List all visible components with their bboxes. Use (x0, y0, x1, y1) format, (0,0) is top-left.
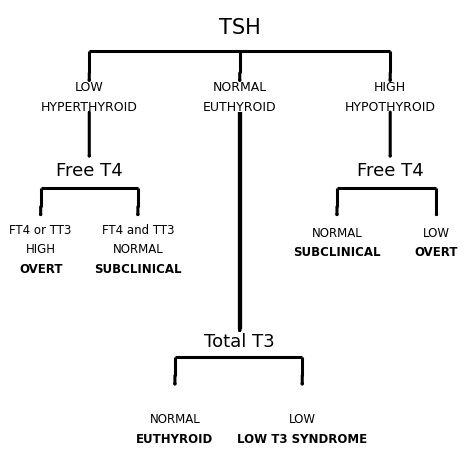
Text: Free T4: Free T4 (56, 162, 123, 180)
Text: SUBCLINICAL: SUBCLINICAL (94, 262, 182, 276)
Text: EUTHYROID: EUTHYROID (203, 100, 276, 113)
Text: HIGH: HIGH (374, 81, 406, 94)
Text: NORMAL: NORMAL (112, 243, 163, 256)
Text: NORMAL: NORMAL (149, 413, 201, 426)
Text: LOW: LOW (423, 226, 450, 240)
Text: Total T3: Total T3 (204, 333, 275, 351)
Text: LOW T3 SYNDROME: LOW T3 SYNDROME (237, 433, 367, 446)
Text: OVERT: OVERT (415, 246, 458, 259)
Text: LOW: LOW (289, 413, 316, 426)
Text: SUBCLINICAL: SUBCLINICAL (293, 246, 381, 259)
Text: EUTHYROID: EUTHYROID (137, 433, 214, 446)
Text: NORMAL: NORMAL (311, 226, 362, 240)
Text: HYPOTHYROID: HYPOTHYROID (345, 100, 436, 113)
Text: FT4 or TT3: FT4 or TT3 (9, 224, 72, 237)
Text: LOW: LOW (75, 81, 104, 94)
Text: TSH: TSH (219, 18, 261, 38)
Text: HIGH: HIGH (26, 243, 55, 256)
Text: HYPERTHYROID: HYPERTHYROID (41, 100, 138, 113)
Text: NORMAL: NORMAL (213, 81, 267, 94)
Text: FT4 and TT3: FT4 and TT3 (101, 224, 174, 237)
Text: OVERT: OVERT (19, 262, 63, 276)
Text: Free T4: Free T4 (357, 162, 424, 180)
